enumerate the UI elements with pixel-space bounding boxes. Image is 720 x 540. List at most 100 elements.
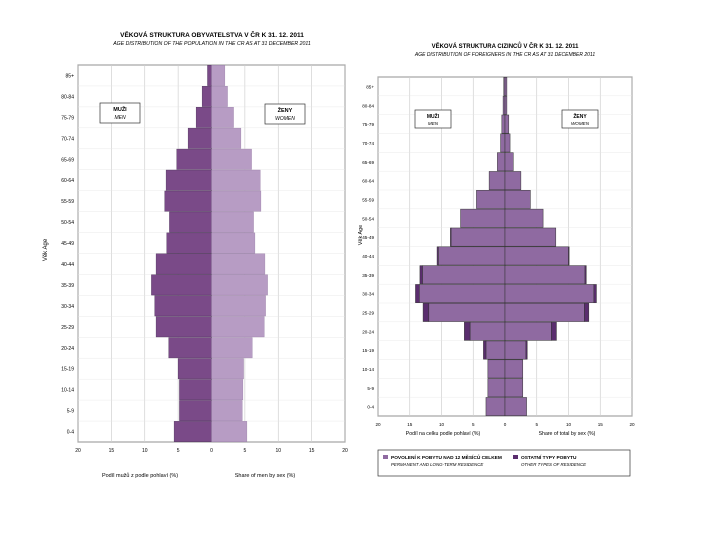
x-tick-label: 20 [375,422,381,427]
bar-women-other [584,303,590,322]
bar-women [211,65,226,86]
y-tick-label: 5-9 [367,386,374,391]
y-tick-label: 65-69 [61,157,74,163]
bar-women [211,316,265,338]
y-tick-label: 25-29 [362,310,374,315]
grid [377,76,633,417]
bar-men-permanent [485,340,506,360]
bar-men [179,400,212,421]
bar-men [155,253,212,275]
y-tick-label: 30-34 [362,292,374,297]
bar-women [211,295,266,317]
x-axis-label-right: Share of total by sex (%) [539,431,596,437]
x-tick-label: 0 [504,422,507,427]
y-tick-labels: 0-4 5-9 10-14 15-19 20-24 25-29 30-34 35-39 40-4… [61,73,74,435]
y-tick-label: 40-44 [61,262,74,268]
x-axis-label-left: Podíl mužů z podle pohlaví (%) [102,472,178,479]
bar-women-permanent [504,397,527,416]
bar-women-permanent [504,95,508,115]
bar-women [211,148,252,170]
bar-women [211,400,243,421]
y-tick-label: 75-79 [362,122,374,127]
y-tick-label: 35-39 [362,273,374,278]
bar-men-permanent [476,190,506,209]
chart-title: VĚKOVÁ STRUKTURA OBYVATELSTVA V ČR K 31.… [120,30,304,39]
bar-women-permanent [504,171,522,190]
y-tick-label: 10-14 [61,388,74,394]
bar-women-permanent [504,133,511,153]
x-axis-label-left: Podíl na celku podle pohlaví (%) [406,431,481,437]
bar-women-permanent [504,359,524,379]
bar-men-other [415,284,420,303]
bar-men-permanent [502,95,506,115]
bar-men [201,86,212,107]
y-tick-label: 20-24 [61,346,74,352]
bar-men [151,274,212,296]
legend-men-en: MEN [428,121,439,126]
bar-men [187,127,212,149]
bar-men [207,65,212,86]
bar-women [211,379,244,401]
chart-subtitle: AGE DISTRIBUTION OF THE POPULATION IN TH… [112,41,311,47]
bar-women [211,106,234,128]
y-tick-label: 75-79 [61,115,74,121]
x-tick-label: 20 [342,448,348,454]
bars [151,65,268,442]
y-tick-label: 85+ [66,73,75,79]
bar-men-other [464,321,471,341]
bar-men [168,337,212,359]
legend-women-en: WOMEN [275,116,295,122]
bar-women [211,211,254,233]
y-tick-label: 15-19 [61,367,74,373]
legend-label-other-cz: OSTATNÍ TYPY POBYTU [521,453,577,461]
y-tick-label: 5-9 [67,409,74,415]
legend-women-en: WOMEN [571,121,590,126]
bar-men [173,421,212,442]
bar-men-permanent [422,265,506,285]
pyramid-foreigners: VĚKOVÁ STRUKTURA CIZINCŮ V ČR K 31. 12. … [358,42,635,477]
x-tick-label: 5 [243,448,246,454]
x-tick-label: 10 [275,448,281,454]
x-tick-labels: 20 15 10 5 0 5 10 15 20 [75,448,348,454]
legend-label-other-en: OTHER TYPES OF RESIDENCE [521,462,586,467]
y-tick-label: 60-64 [61,178,74,184]
bar-women-permanent [504,114,510,134]
x-tick-label: 15 [109,448,115,454]
bar-men-other [422,303,430,322]
x-tick-label: 10 [566,422,572,427]
bar-women [211,190,262,212]
chart-title: VĚKOVÁ STRUKTURA CIZINCŮ V ČR K 31. 12. … [432,42,579,50]
bar-women-permanent [504,340,527,360]
y-tick-label: 80-84 [61,94,74,100]
x-tick-label: 20 [629,422,635,427]
x-tick-label: 5 [535,422,538,427]
bar-men-permanent [460,208,506,228]
bar-men-other [483,340,487,360]
y-tick-label: 0-4 [367,405,374,410]
y-tick-label: 60-64 [362,179,374,184]
bar-men [164,190,212,212]
bar-women [211,127,242,149]
legend-box-men: MUŽI MEN [99,102,141,124]
bar-women-permanent [504,321,552,341]
bar-men-permanent [487,359,506,379]
bar-women-permanent [504,284,595,303]
y-tick-label: 10-14 [362,367,374,372]
bar-men-other [436,246,439,266]
bar-women-permanent [504,378,524,398]
y-tick-labels: 0-4 5-9 10-14 15-19 20-24 25-29 30-34 35-39 40-4… [362,84,374,409]
y-tick-label: 35-39 [61,283,74,289]
bar-women-other [551,321,557,341]
y-tick-label: 70-74 [362,141,374,146]
bar-women-other [525,340,528,360]
bar-women-permanent [504,265,586,285]
bar-women [211,274,268,296]
bar-women-permanent [504,190,531,209]
x-tick-label: 20 [75,448,81,454]
y-tick-label: 30-34 [61,304,74,310]
bar-men-other [450,227,452,247]
y-tick-label: 85+ [366,84,374,89]
bar-men-permanent [485,397,506,416]
bar-men-permanent [438,246,506,266]
